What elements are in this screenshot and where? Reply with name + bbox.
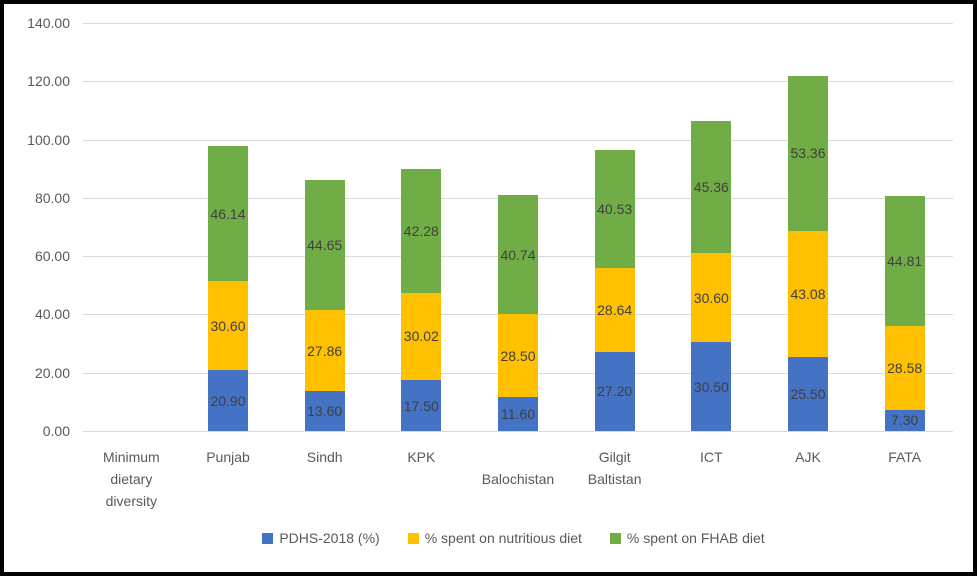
bar-segment bbox=[691, 252, 732, 343]
bar-segment bbox=[498, 195, 538, 315]
bar-segment bbox=[401, 380, 442, 431]
x-axis-category-label-line: Sindh bbox=[306, 449, 343, 465]
x-axis-category-label-line: Minimum bbox=[102, 449, 160, 465]
bar-value-label: 27.20 bbox=[597, 383, 633, 400]
bar-value-label: 17.50 bbox=[403, 397, 439, 414]
bar-value-label: 30.60 bbox=[210, 317, 246, 334]
bar-value-label: 46.14 bbox=[210, 205, 246, 222]
legend-item: % spent on nutritious diet bbox=[407, 530, 582, 546]
bar-segment bbox=[401, 169, 442, 293]
legend-color-swatch bbox=[407, 532, 419, 544]
bar-segment bbox=[788, 356, 828, 431]
x-axis-category-label: ICT bbox=[656, 446, 766, 468]
bar-value-label: 53.36 bbox=[790, 145, 826, 162]
x-axis-category-label: KPK bbox=[366, 446, 476, 468]
legend-label: % spent on FHAB diet bbox=[626, 530, 765, 546]
bar-value-label: 13.60 bbox=[307, 403, 343, 420]
gridline bbox=[83, 431, 953, 432]
x-axis-category-label: Balochistan bbox=[463, 468, 573, 490]
bar-value-label: 43.08 bbox=[790, 285, 826, 302]
legend: PDHS-2018 (%) % spent on nutritious diet%… bbox=[64, 530, 963, 546]
bar-segment bbox=[691, 120, 732, 253]
bar-value-label: 25.50 bbox=[790, 385, 826, 402]
x-axis-category-label: Sindh bbox=[270, 446, 380, 468]
bar-value-label: 45.36 bbox=[693, 178, 729, 195]
bar-segment bbox=[498, 397, 538, 431]
bar-segment bbox=[788, 75, 828, 232]
bar-segment bbox=[884, 195, 925, 327]
bar-segment bbox=[884, 409, 925, 431]
bar-value-label: 40.53 bbox=[597, 201, 633, 218]
x-axis-category-label-line: FATA bbox=[888, 449, 922, 465]
bar-value-label: 44.65 bbox=[307, 237, 343, 254]
bar-segment bbox=[304, 391, 345, 431]
legend-color-swatch bbox=[609, 532, 621, 544]
x-axis-category-label-line: Punjab bbox=[206, 449, 250, 465]
x-axis-category-label: AJK bbox=[753, 446, 863, 468]
x-axis-category-label-line: Gilgit bbox=[598, 449, 631, 465]
y-axis-tick-label: 120.00 bbox=[27, 73, 70, 90]
bar-value-label: 30.02 bbox=[403, 328, 439, 345]
bar-segment bbox=[208, 146, 248, 281]
bar-segment bbox=[594, 150, 635, 269]
y-axis-tick-label: 80.00 bbox=[34, 189, 70, 206]
bar-value-label: 7.30 bbox=[891, 412, 919, 429]
x-axis-category-label-line: Baltistan bbox=[587, 471, 642, 487]
legend-label: % spent on nutritious diet bbox=[424, 530, 582, 546]
x-axis-category-label: Gilgit Baltistan bbox=[560, 446, 670, 490]
bar-value-label: 27.86 bbox=[307, 342, 343, 359]
bar-value-label: 30.50 bbox=[693, 378, 729, 395]
gridline bbox=[83, 23, 953, 24]
x-axis-category-label-line: dietary bbox=[110, 471, 153, 487]
bar-segment bbox=[498, 314, 538, 398]
bar-value-label: 28.50 bbox=[500, 347, 536, 364]
bar-segment bbox=[788, 231, 828, 357]
bar-value-label: 28.64 bbox=[597, 301, 633, 318]
bar-segment bbox=[401, 292, 442, 380]
bar-value-label: 44.81 bbox=[887, 253, 923, 270]
y-axis-tick-label: 0.00 bbox=[42, 423, 70, 439]
bar-segment bbox=[208, 280, 248, 371]
legend-color-swatch bbox=[262, 532, 274, 544]
bar-segment bbox=[594, 268, 635, 352]
y-axis-tick-label: 20.00 bbox=[34, 364, 70, 381]
legend-label: PDHS-2018 (%) bbox=[279, 530, 380, 546]
gridline bbox=[83, 139, 953, 141]
x-axis-category-label: FATA bbox=[850, 446, 960, 468]
bar-value-label: 11.60 bbox=[501, 406, 535, 423]
bar-value-label: 28.58 bbox=[887, 360, 923, 377]
bar-value-label: 30.60 bbox=[693, 289, 729, 306]
x-axis-category-label-line: diversity bbox=[105, 493, 157, 509]
x-axis-category-label: Punjab bbox=[173, 446, 283, 468]
bar-segment bbox=[691, 342, 732, 431]
bar-value-label: 40.74 bbox=[500, 246, 536, 263]
legend-item: % spent on FHAB diet bbox=[609, 530, 765, 546]
x-axis-category-label-line: AJK bbox=[795, 449, 821, 465]
y-axis-tick-label: 40.00 bbox=[34, 306, 70, 323]
bar-segment bbox=[884, 326, 925, 410]
bar-segment bbox=[208, 370, 248, 431]
legend-item: PDHS-2018 (%) bbox=[262, 530, 380, 546]
x-axis-category-label-line: KPK bbox=[407, 449, 436, 465]
x-axis-category-label-line: ICT bbox=[700, 449, 723, 465]
gridline bbox=[83, 81, 953, 83]
x-axis-category-label: Minimum dietary diversity bbox=[76, 446, 186, 512]
y-axis-tick-label: 100.00 bbox=[27, 131, 70, 148]
bar-value-label: 20.90 bbox=[210, 392, 246, 409]
y-axis-tick-label: 60.00 bbox=[34, 248, 70, 265]
x-axis-category-label-line: Balochistan bbox=[481, 471, 555, 487]
bar-value-label: 42.28 bbox=[403, 222, 439, 239]
bar-segment bbox=[594, 351, 635, 431]
y-axis-tick-label: 140.00 bbox=[27, 15, 70, 31]
bar-segment bbox=[304, 310, 345, 392]
bar-segment bbox=[304, 180, 345, 311]
